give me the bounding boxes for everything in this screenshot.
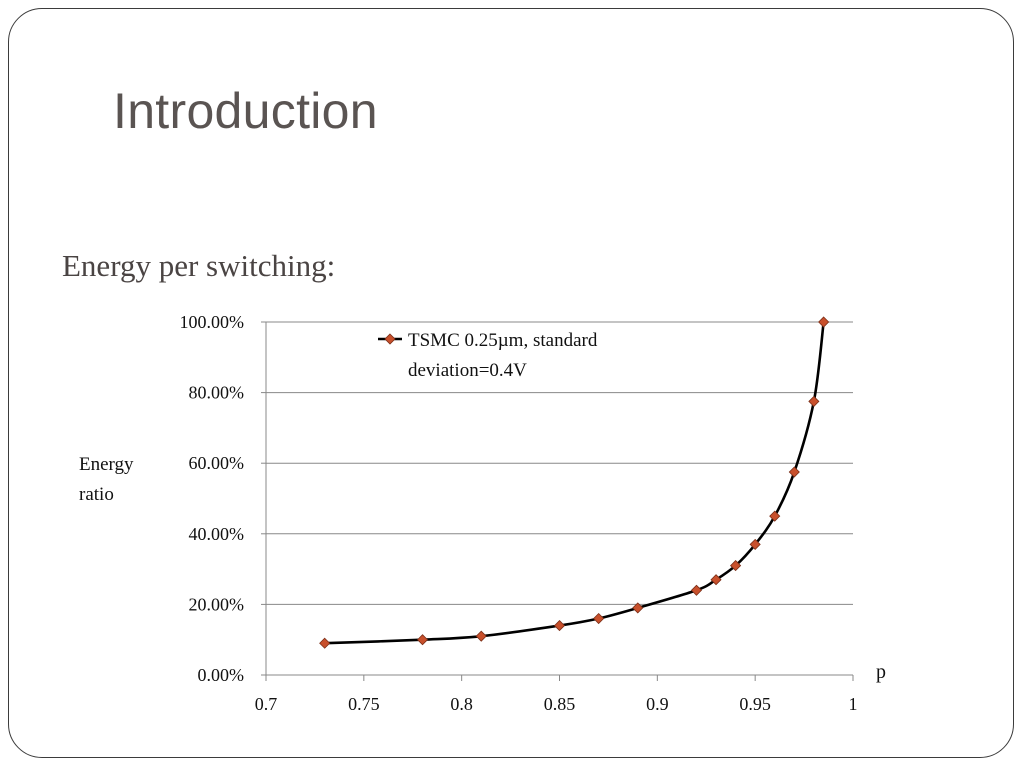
x-tick-label: 1 — [849, 694, 858, 714]
slide-subtitle: Energy per switching: — [62, 248, 336, 283]
x-tick-label: 0.75 — [348, 694, 380, 714]
y-tick-label: 40.00% — [189, 524, 245, 544]
legend-label: TSMC 0.25µm, standard — [408, 330, 598, 351]
legend-swatch-marker — [384, 333, 396, 345]
data-point — [769, 510, 781, 522]
legend: TSMC 0.25µm, standard deviation=0.4V — [378, 330, 598, 381]
x-axis-label: p — [876, 661, 886, 683]
y-axis-label: Energy ratio — [79, 454, 134, 505]
data-point — [749, 538, 761, 550]
data-point — [818, 316, 830, 328]
y-tick-label: 60.00% — [189, 453, 245, 473]
data-point — [710, 574, 722, 586]
x-tick-label: 0.7 — [255, 694, 278, 714]
x-tick-label: 0.85 — [544, 694, 576, 714]
data-point — [593, 612, 605, 625]
y-tick-label: 20.00% — [189, 594, 245, 614]
data-point — [730, 560, 742, 572]
data-point — [319, 637, 331, 649]
data-point — [690, 584, 703, 596]
data-point — [475, 630, 487, 642]
legend-label: deviation=0.4V — [408, 360, 527, 381]
y-tick-label: 0.00% — [198, 665, 245, 685]
data-point — [416, 634, 429, 646]
data-point — [808, 395, 820, 407]
series-layer — [319, 316, 830, 649]
axis-layer — [261, 321, 854, 681]
data-point — [632, 602, 644, 614]
data-point — [788, 466, 800, 478]
y-tick-label: 80.00% — [189, 383, 245, 403]
x-tick-label: 0.95 — [739, 694, 771, 714]
grid-layer — [266, 321, 853, 605]
x-tick-label: 0.9 — [646, 694, 669, 714]
y-tick-label: 100.00% — [180, 312, 245, 332]
x-tick-label: 0.8 — [450, 694, 473, 714]
series-line — [324, 321, 825, 645]
data-point — [553, 620, 566, 632]
tick-label-layer: 0.00% 20.00% 40.00% 60.00% 80.00% 100.00% 0.7 0… — [180, 312, 858, 714]
slide-title: Introduction — [113, 83, 378, 139]
